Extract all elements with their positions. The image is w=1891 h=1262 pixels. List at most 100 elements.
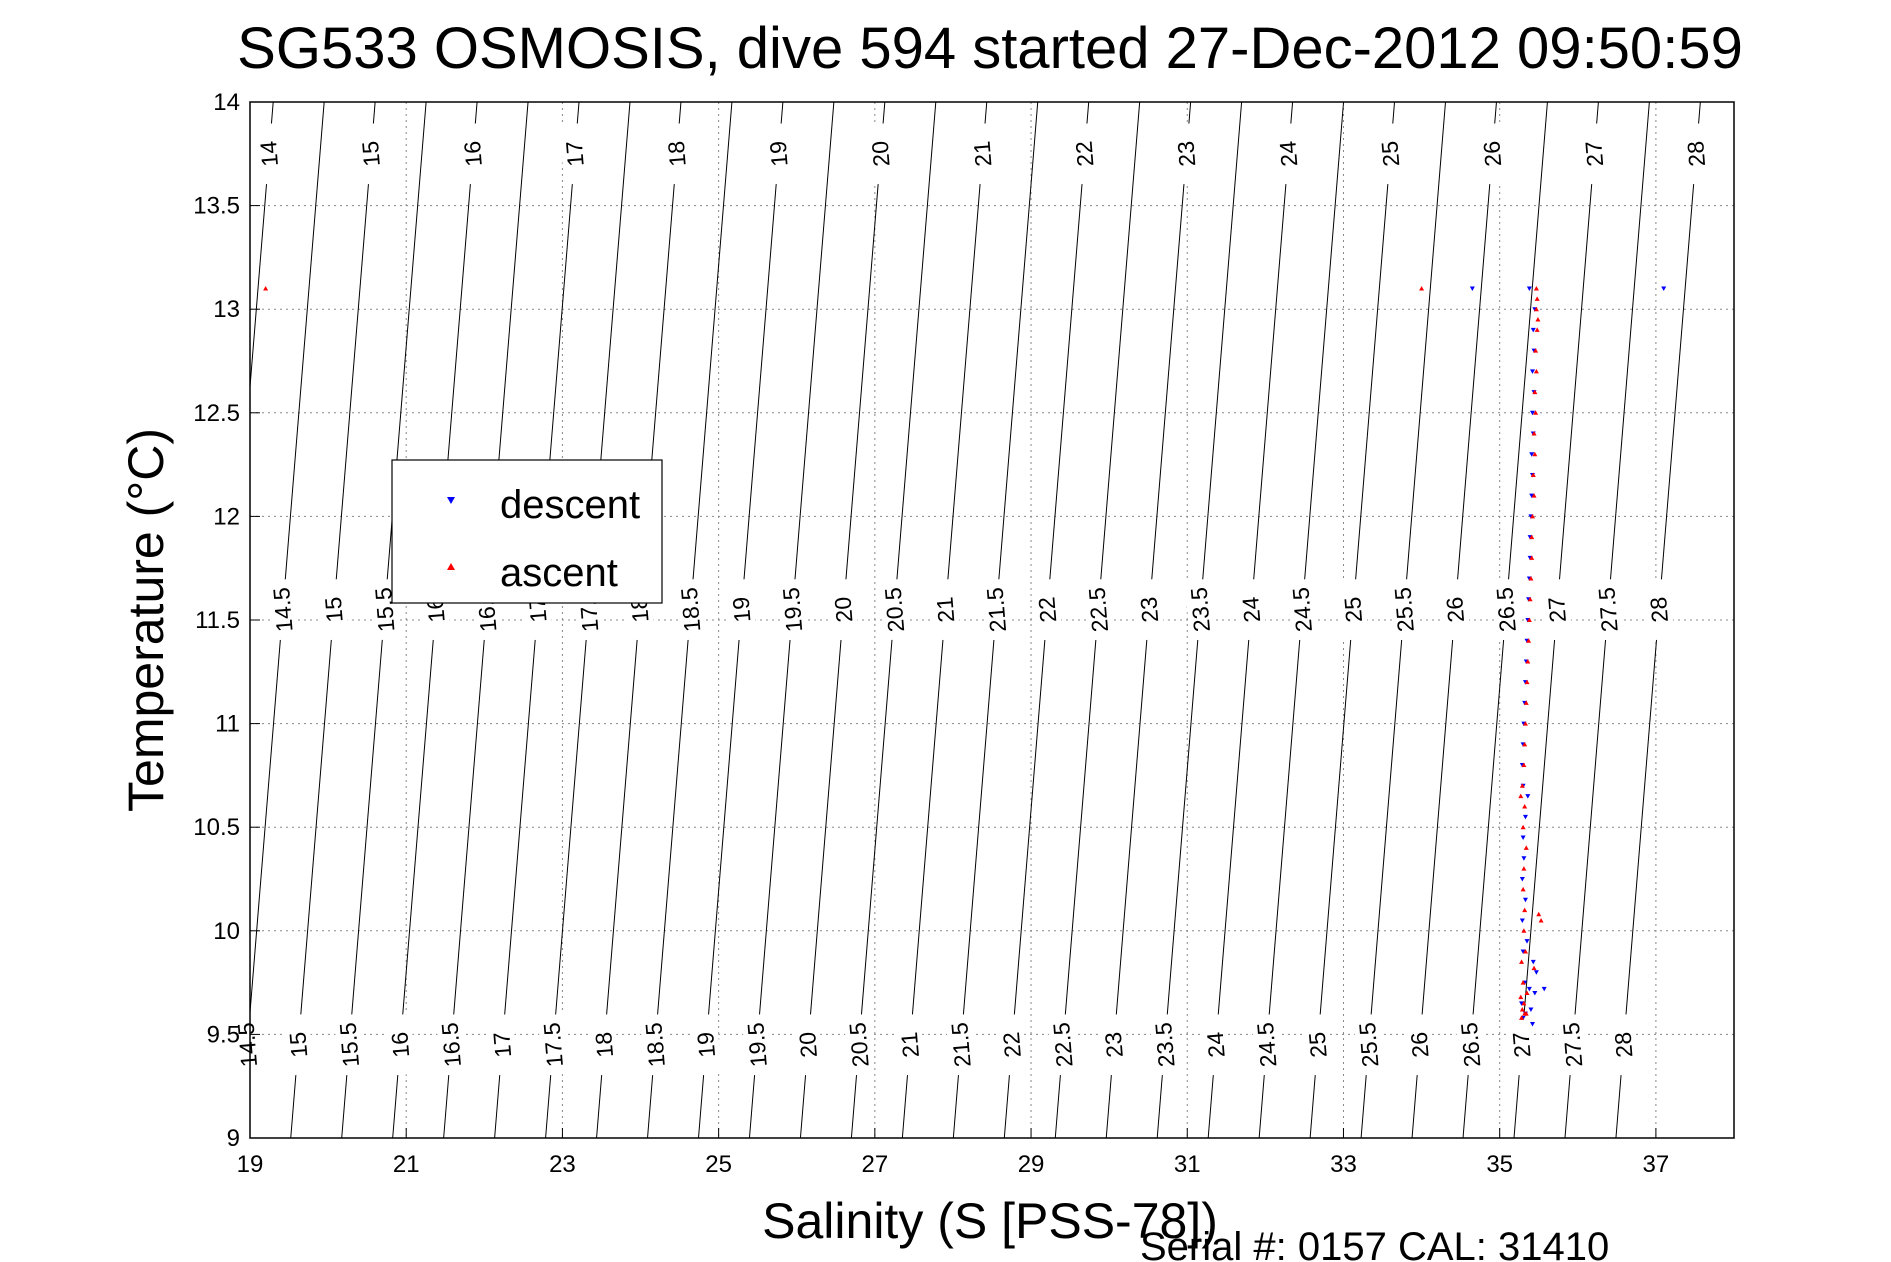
isopycnal-label-bg (894, 1013, 926, 1076)
isopycnal-label-bg (1251, 1013, 1283, 1076)
descent-point (1526, 986, 1532, 992)
isopycnal-label-bg (1439, 578, 1471, 641)
isopycnal-label: 26 (1478, 140, 1506, 168)
ascent-point (1519, 783, 1525, 788)
descent-point (1533, 970, 1539, 975)
isopycnal-label-bg (1608, 1013, 1639, 1076)
isopycnal-label-bg (318, 578, 350, 641)
isopycnal-label-bg (980, 578, 1012, 641)
isopycnal-label-bg (792, 1013, 824, 1076)
descent-point (1529, 1022, 1535, 1027)
ascent-point (1520, 824, 1526, 830)
isopycnal-label-bg (282, 1013, 314, 1076)
isopycnal-label-bg (355, 122, 387, 185)
isopycnal-label-bg (996, 1013, 1028, 1076)
isopycnal-label-bg (763, 122, 795, 185)
isopycnal-label-bg (639, 1013, 671, 1076)
isopycnal-label: 21 (896, 1031, 924, 1059)
isopycnal-label-bg (435, 1013, 467, 1076)
x-tick-label: 27 (861, 1151, 888, 1178)
isopycnal-label: 26.5 (1456, 1021, 1486, 1068)
descent-point (1530, 327, 1536, 333)
isopycnal-label-bg (967, 122, 998, 185)
isopycnal-label: 14 (255, 140, 283, 168)
isopycnal-label-bg (1200, 1013, 1232, 1076)
isopycnal-label: 18 (663, 140, 691, 168)
isopycnal-label: 14.5 (268, 586, 298, 633)
ascent-point (1526, 617, 1532, 622)
isopycnal-label-bg (1184, 578, 1216, 641)
descent-point (1529, 452, 1535, 457)
ascent-point (1531, 431, 1537, 436)
isopycnal-label: 24 (1274, 140, 1302, 168)
isopycnal-label-bg (690, 1013, 722, 1076)
isopycnal-label: 25 (1304, 1031, 1332, 1059)
ascent-point (1519, 959, 1525, 964)
isopycnal-label-bg (333, 1013, 365, 1076)
isopycnal-label-bg (1031, 578, 1063, 641)
ascent-point (1518, 793, 1524, 799)
isopycnal-label: 18 (590, 1031, 618, 1059)
ascent-point (1523, 700, 1529, 705)
y-tick-label: 13.5 (193, 193, 240, 220)
isopycnal-label-bg (1680, 122, 1712, 185)
isopycnal-label: 27.5 (1558, 1021, 1588, 1068)
ascent-point (1522, 949, 1528, 954)
isopycnal-label: 20.5 (844, 1021, 874, 1068)
isopycnal-label: 28 (1682, 140, 1710, 168)
ascent-point (1528, 576, 1534, 581)
isopycnal-label-bg (267, 578, 299, 641)
isopycnal-label: 23.5 (1150, 1021, 1180, 1068)
isopycnal-label-bg (741, 1013, 773, 1076)
isopycnal-label: 24.5 (1287, 586, 1317, 633)
ascent-point (1520, 980, 1526, 985)
isopycnal-label: 21.5 (982, 586, 1012, 633)
isopycnal-label-bg (945, 1013, 977, 1076)
ascent-point (1533, 348, 1539, 353)
y-tick-label: 10.5 (193, 814, 240, 841)
descent-point (1541, 986, 1547, 992)
ascent-point (1531, 493, 1537, 498)
descent-point (1530, 959, 1536, 965)
isopycnal-label: 19 (692, 1031, 720, 1059)
isopycnal-label: 24 (1202, 1031, 1230, 1059)
ascent-point (1521, 928, 1527, 933)
isopycnal-label-bg (253, 122, 285, 185)
isopycnal-label: 23 (1172, 140, 1200, 168)
isopycnal-label: 27 (1508, 1031, 1536, 1059)
isopycnal-label: 14.5 (233, 1021, 263, 1068)
isopycnal-label-bg (865, 122, 897, 185)
y-tick-label: 11.5 (195, 607, 240, 634)
serial-cal-footer: Serial #: 0157 CAL: 31410 (1140, 1225, 1609, 1262)
ascent-point (1520, 886, 1526, 892)
ascent-point (1522, 907, 1528, 913)
isopycnal-label-bg (1082, 578, 1114, 641)
descent-point (1519, 918, 1525, 923)
ascent-point (1534, 296, 1540, 301)
legend-marker-descent (447, 497, 455, 504)
isopycnal-label-bg (726, 578, 757, 641)
isopycnal-label-bg (1337, 578, 1369, 641)
ascent-point (1524, 679, 1530, 685)
ascent-point (1519, 1015, 1525, 1020)
isopycnal-label: 22 (1070, 140, 1098, 168)
descent-point (1519, 877, 1525, 882)
isopycnal-label: 17 (488, 1031, 516, 1059)
isopycnal-label: 17 (561, 140, 589, 168)
descent-point (1522, 897, 1528, 903)
isopycnal-label-bg (457, 122, 489, 185)
descent-point (1525, 794, 1531, 799)
isopycnal-label-bg (1388, 578, 1420, 641)
ascent-point (1533, 306, 1539, 312)
y-tick-label: 10 (213, 918, 240, 945)
isopycnal-label: 28 (1645, 596, 1673, 624)
isopycnal-label-bg (930, 578, 961, 641)
ascent-point (1419, 285, 1425, 291)
descent-point (1526, 286, 1532, 291)
isopycnal-label-bg (384, 1013, 416, 1076)
ascent-point (1522, 741, 1528, 747)
descent-point (1521, 856, 1527, 861)
isopycnal-line (250, 102, 274, 393)
isopycnal-label-bg (1476, 122, 1508, 185)
